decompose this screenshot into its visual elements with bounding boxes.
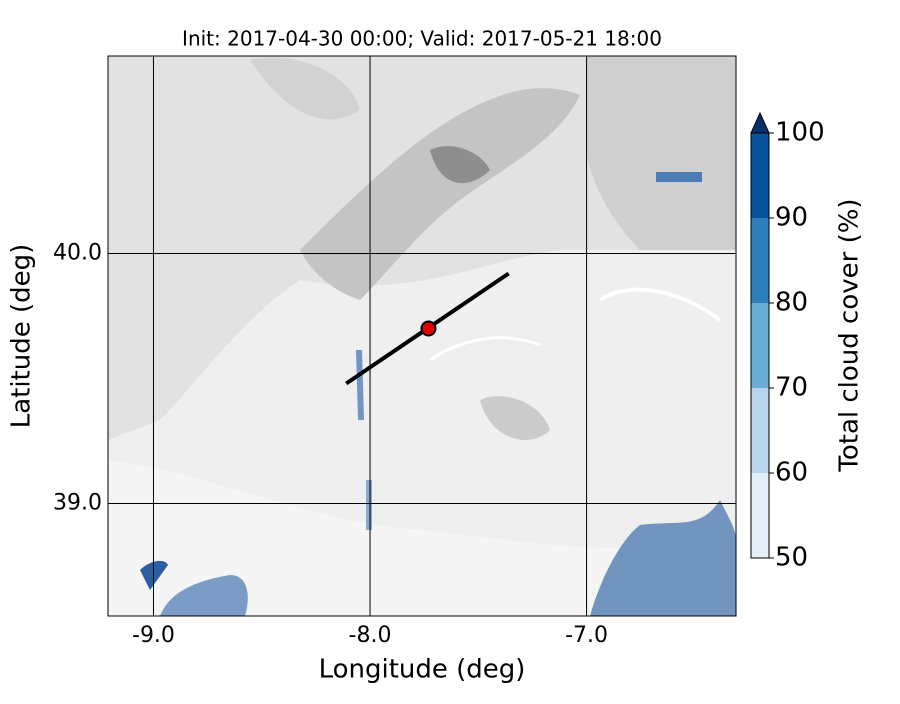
x-tick-label: -9.0: [132, 623, 175, 648]
map-frame: [107, 55, 737, 617]
colorbar-tick-label: 80: [775, 288, 808, 318]
map-title: Init: 2017-04-30 00:00; Valid: 2017-05-2…: [182, 27, 662, 51]
colorbar-extend: [750, 111, 770, 134]
y-axis-label: Latitude (deg): [7, 244, 37, 429]
colorbar-bin: [751, 473, 769, 558]
colorbar-bin: [751, 133, 769, 218]
colorbar-label: Total cloud cover (%): [835, 198, 865, 472]
x-tick-label: -8.0: [349, 623, 392, 648]
colorbar-bin: [751, 303, 769, 388]
colorbar-tick-label: 60: [775, 458, 808, 488]
grid: [108, 56, 736, 616]
y-tick-label: 39.0: [53, 491, 102, 516]
colorbar-tick-label: 70: [775, 373, 808, 403]
terrain: [108, 56, 736, 616]
colorbar-tick-label: 50: [775, 543, 808, 573]
colorbar-tick-label: 90: [775, 203, 808, 233]
colorbar-bin: [751, 218, 769, 303]
colorbar-tick-label: 100: [775, 118, 825, 148]
x-tick-label: -7.0: [565, 623, 608, 648]
y-tick-label: 40.0: [53, 241, 102, 266]
x-axis-label: Longitude (deg): [319, 655, 526, 685]
colorbar-bin: [751, 388, 769, 473]
location-point: [420, 320, 437, 337]
colorbar-frame: [750, 132, 770, 559]
